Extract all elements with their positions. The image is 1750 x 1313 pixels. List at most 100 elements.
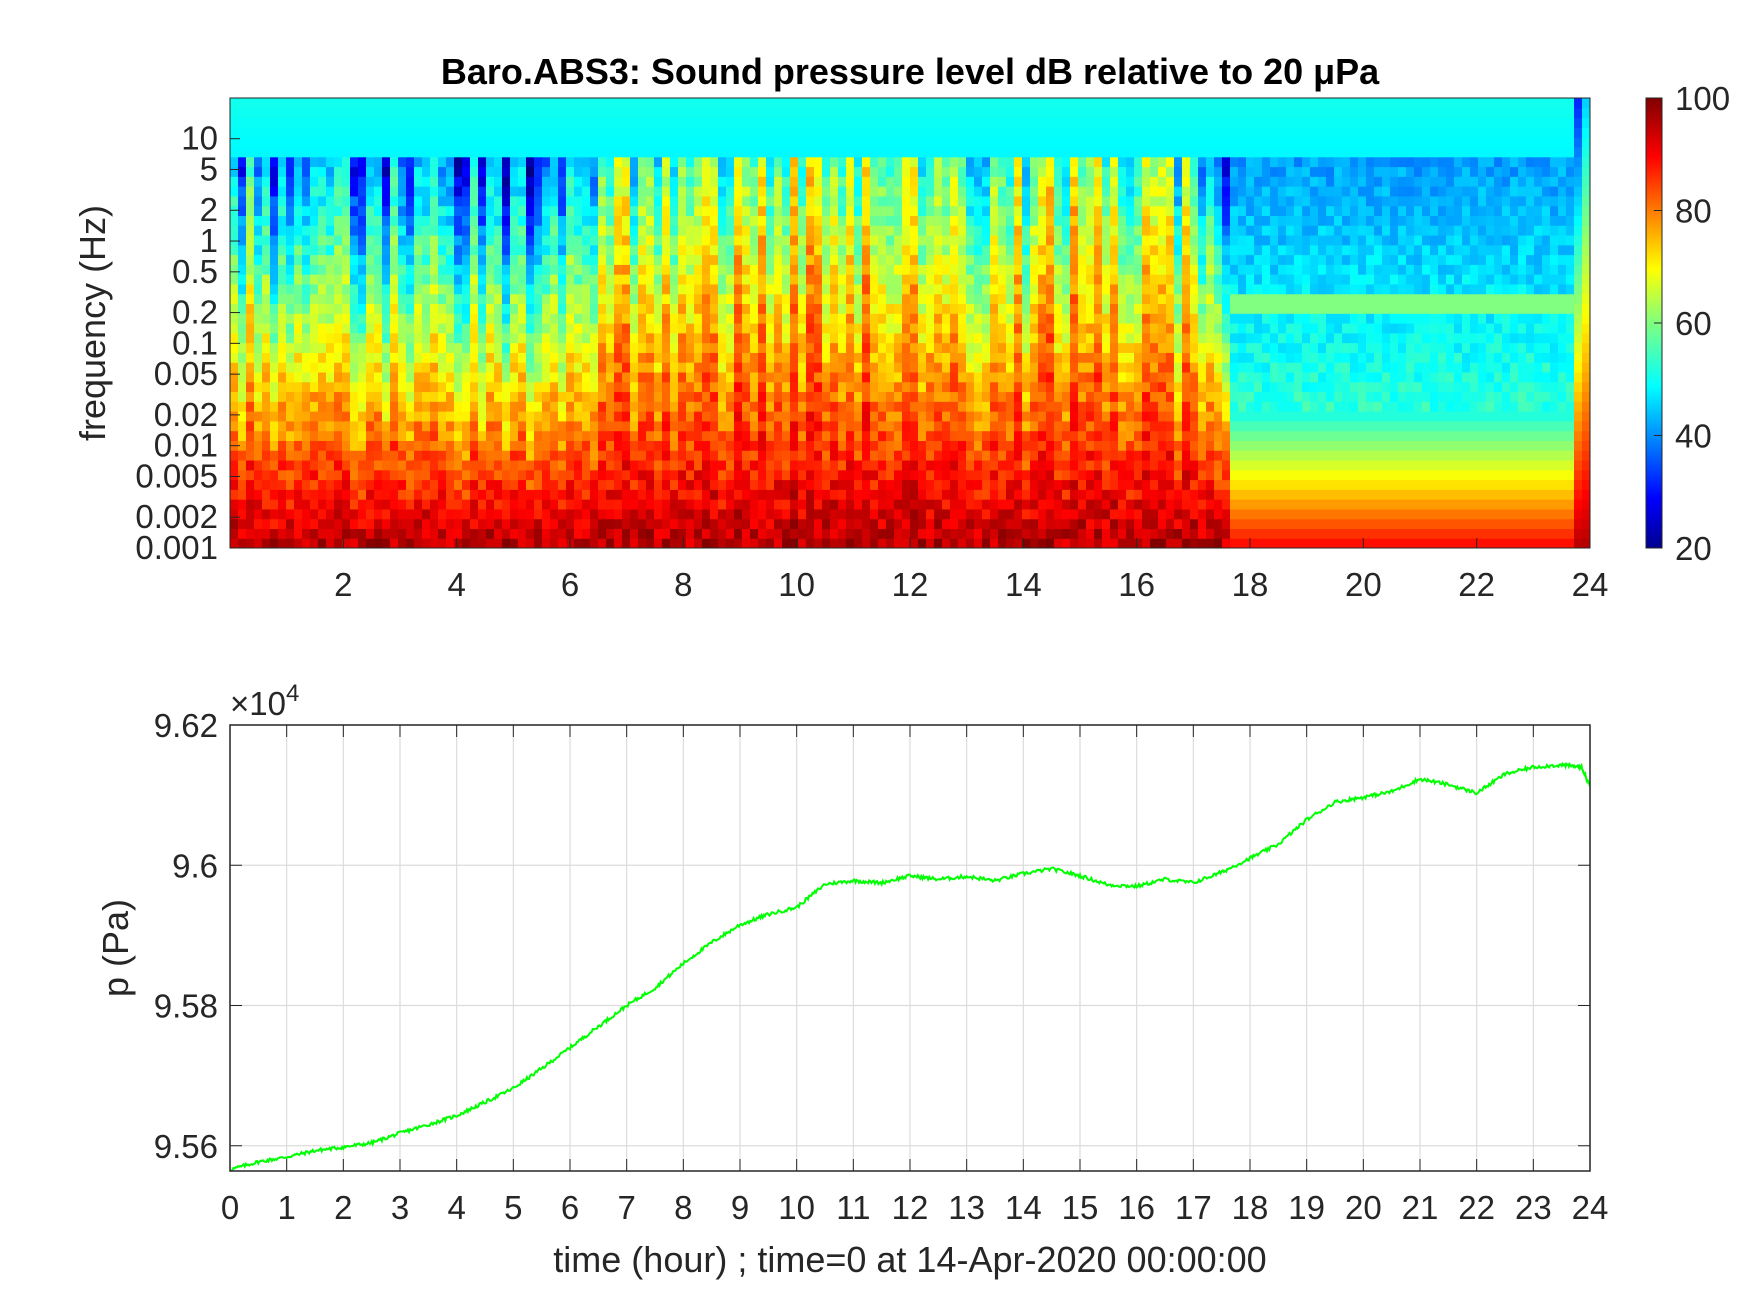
spectrogram-cell xyxy=(822,186,831,197)
spectrogram-cell xyxy=(846,127,855,138)
spectrogram-cell xyxy=(334,283,343,295)
spectrogram-cell xyxy=(342,127,351,138)
spectrogram-cell xyxy=(374,469,383,481)
spectrogram-cell xyxy=(414,332,423,344)
spectrogram-cell xyxy=(406,293,415,305)
spectrogram-cell xyxy=(510,489,519,500)
spectrogram-cell xyxy=(654,420,663,432)
spectrogram-cell xyxy=(238,499,247,510)
spectrogram-cell xyxy=(934,362,943,373)
spectrogram-cell xyxy=(702,362,711,373)
spectrogram-cell xyxy=(1086,508,1095,520)
spectrogram-cell xyxy=(910,489,919,500)
spectrogram-cell xyxy=(862,479,871,490)
spectrogram-cell xyxy=(486,401,495,412)
spectrogram-cell xyxy=(238,450,247,461)
spectrogram-cell xyxy=(974,225,983,236)
spectrogram-cell xyxy=(438,381,447,393)
spectrogram-cell xyxy=(926,107,935,119)
spectrogram-cell xyxy=(1030,430,1039,441)
spectrogram-cell xyxy=(782,274,791,285)
spectrogram-cell xyxy=(454,98,463,109)
spectrogram-cell xyxy=(390,499,399,510)
spectrogram-cell xyxy=(318,293,327,305)
spectrogram-cell xyxy=(606,127,615,138)
spectrogram-cell xyxy=(718,518,727,530)
spectrogram-cell xyxy=(638,450,647,461)
spectrogram-cell xyxy=(366,244,375,256)
spectrogram-cell xyxy=(718,411,727,422)
spectrogram-cell xyxy=(310,459,319,471)
spectrogram-cell xyxy=(702,528,711,539)
spectrogram-cell xyxy=(1014,264,1023,275)
spectrogram-cell xyxy=(926,342,935,353)
spectrogram-cell xyxy=(278,371,287,383)
spectrogram-cell xyxy=(494,528,503,539)
spectrogram-cell xyxy=(966,186,975,197)
spectrogram-cell xyxy=(574,391,583,402)
spectrogram-cell xyxy=(950,381,959,393)
spectrogram-cell xyxy=(286,332,295,344)
spectrogram-cell xyxy=(710,186,719,197)
spectrogram-cell xyxy=(862,323,871,334)
spectrogram-cell xyxy=(798,313,807,324)
spectrogram-cell xyxy=(670,352,679,363)
spectrogram-cell xyxy=(766,489,775,500)
spectrogram-cell xyxy=(502,283,511,295)
spectrogram-cell xyxy=(854,430,863,441)
spectrogram-cell xyxy=(654,401,663,412)
spectrogram-cell xyxy=(646,508,655,520)
spectrogram-cell xyxy=(726,137,735,148)
spectrogram-cell xyxy=(446,293,455,305)
spectrogram-cell xyxy=(838,215,847,226)
spectrogram-cell xyxy=(302,371,311,383)
spectrogram-cell xyxy=(1086,303,1095,314)
spectrogram-cell xyxy=(878,244,887,256)
spectrogram-cell xyxy=(1070,225,1079,236)
spectrogram-cell xyxy=(718,381,727,393)
spectrogram-cell xyxy=(758,459,767,471)
spectrogram-cell xyxy=(406,313,415,324)
spectrogram-cell xyxy=(998,499,1007,510)
spectrogram-cell xyxy=(822,352,831,363)
spectrogram-cell xyxy=(718,362,727,373)
spectrogram-cell xyxy=(566,303,575,314)
spectrogram-cell xyxy=(614,420,623,432)
spectrogram-cell xyxy=(318,166,327,177)
spectrogram-cell xyxy=(1070,332,1079,344)
spectrogram-cell xyxy=(990,381,999,393)
spectrogram-cell xyxy=(454,420,463,432)
spectrogram-cell xyxy=(646,323,655,334)
spectrogram-cell xyxy=(822,293,831,305)
spectrogram-cell xyxy=(750,107,759,119)
spectrogram-cell xyxy=(894,371,903,383)
spectrogram-cell xyxy=(1030,166,1039,177)
spectrogram-cell xyxy=(830,107,839,119)
spectrogram-cell xyxy=(806,371,815,383)
spectrogram-cell xyxy=(526,313,535,324)
spectrogram-cell xyxy=(510,127,519,138)
spectrogram-cell xyxy=(318,528,327,539)
spectrogram-cell xyxy=(382,254,391,265)
spectrogram-cell xyxy=(310,166,319,177)
spectrogram-cell xyxy=(462,411,471,422)
spectrogram-cell xyxy=(870,440,879,451)
spectrogram-cell xyxy=(374,371,383,383)
spectrogram-cell xyxy=(462,420,471,432)
spectrogram-cell xyxy=(334,440,343,451)
spectrogram-cell xyxy=(430,254,439,265)
spectrogram-cell xyxy=(726,332,735,344)
spectrogram-cell xyxy=(710,107,719,119)
spectrogram-cell xyxy=(318,127,327,138)
spectrogram-cell xyxy=(1014,137,1023,148)
spectrogram-cell xyxy=(686,244,695,256)
spectrogram-cell xyxy=(534,166,543,177)
spectrogram-cell xyxy=(654,469,663,481)
spectrogram-cell xyxy=(1046,293,1055,305)
spectrogram-cell xyxy=(254,107,263,119)
spectrogram-cell xyxy=(870,313,879,324)
spectrogram-cell xyxy=(382,225,391,236)
spectrogram-cell xyxy=(678,127,687,138)
spectrogram-cell xyxy=(1094,499,1103,510)
spectrogram-cell xyxy=(974,323,983,334)
